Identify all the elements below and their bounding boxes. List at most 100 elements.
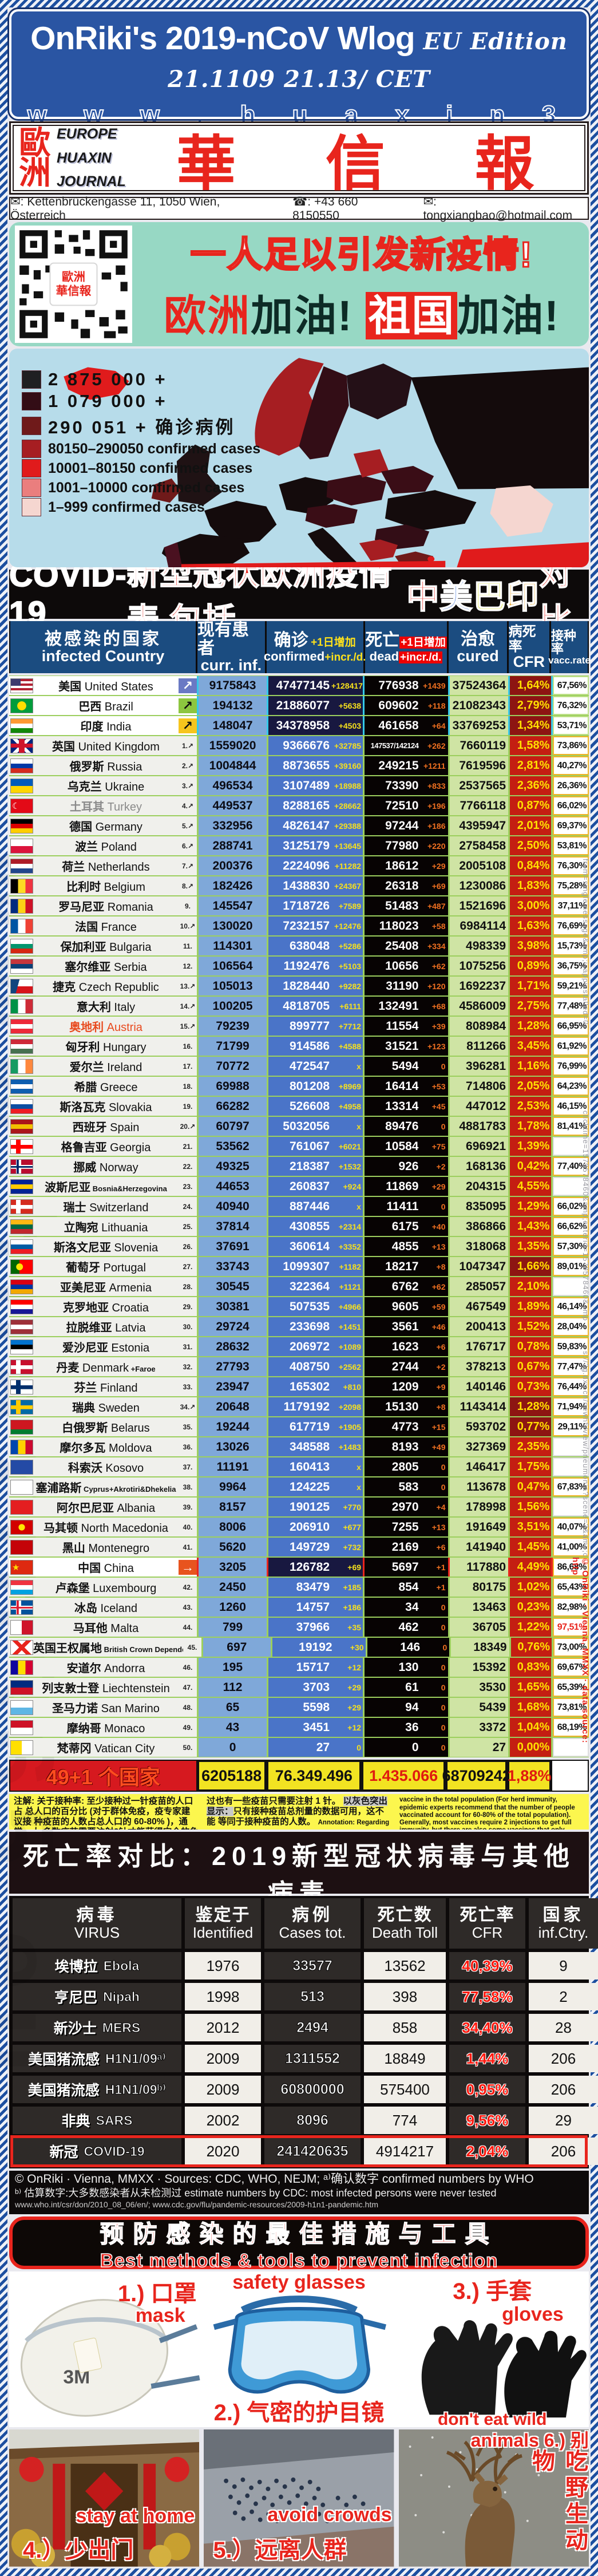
cfr-cell: 1,75%	[510, 1457, 552, 1477]
cfr-cell: 3,51%	[510, 1518, 552, 1537]
country-rank: 24.	[183, 1202, 193, 1211]
dead-daily-increase: 0	[441, 1462, 446, 1472]
confirmed-daily-increase: +9282	[338, 981, 362, 991]
virus-cases: 2494	[264, 2014, 361, 2042]
confirmed-cell: 526608 +4958	[268, 1097, 363, 1116]
virus-name: 埃博拉 Ebola	[13, 1952, 181, 1980]
confirmed-daily-increase: +30	[350, 1642, 364, 1652]
country-rank: 21.	[183, 1142, 193, 1151]
dead-cell: 36 0	[365, 1718, 448, 1737]
cfr-cell: 1,78%	[510, 1117, 552, 1136]
country-rank: 41.	[183, 1543, 193, 1551]
virus-row: 非典 SARS 2002 8096 774 9,56% 29	[13, 2107, 598, 2135]
country-cell: 马其顿 North Macedonia 40.	[9, 1518, 197, 1537]
mask-item: 1.) 口罩 mask 3M	[9, 2271, 203, 2427]
mask-label-cn: 1.) 口罩	[117, 2281, 197, 2307]
cured-cell: 396281	[449, 1057, 509, 1076]
avoid-crowds-photo: avoid crowds 5.）远离人群	[204, 2429, 394, 2567]
legend-label: 2 875 000 +	[48, 369, 168, 389]
current-infected-cell: 1559020	[198, 736, 267, 756]
dead-cell: 72510 +196	[365, 796, 448, 816]
current-infected-cell: 69988	[198, 1077, 267, 1096]
current-infected-cell: 37814	[198, 1217, 267, 1236]
header-banner: OnRiki's 2019-nCoV Wlog EU Edition 21.11…	[7, 7, 591, 158]
dead-cell: 9605 +59	[365, 1297, 448, 1317]
confirmed-cell: 3451 +12	[268, 1718, 363, 1737]
country-name: 圣马力诺 San Marino	[52, 1702, 160, 1716]
goggles-label-en: safety glasses	[232, 2271, 366, 2294]
country-cell: ☾ 土耳其 Turkey 4.↗	[9, 796, 197, 816]
country-name: 爱尔兰 Ireland	[69, 1061, 142, 1074]
dead-cell: 462 0	[365, 1618, 448, 1637]
cfr-cell: 0,76%	[510, 1638, 552, 1657]
dead-cell: 2744 +2	[365, 1357, 448, 1377]
virus-name: 美国猪流感 H1N1/09ᵃ⁾	[13, 2045, 181, 2073]
country-rank: 7.↗	[181, 862, 194, 870]
table-row: 波斯尼亚 Bosnia&Herzegovina 23. 44653 260837 +92…	[9, 1177, 589, 1196]
country-rank: 26.	[183, 1242, 193, 1251]
country-rank: 1.↗	[181, 741, 194, 750]
virus-name: 亨尼巴 Nipah	[13, 1983, 181, 2011]
country-cell: 荷兰 Netherlands 7.↗	[9, 856, 197, 876]
country-flag-icon	[10, 758, 33, 773]
confirmed-cell: 2224096 +11282	[268, 856, 363, 876]
table-row: 印度 India ↗ 148047 34378958 +4503 461658 +64 337…	[9, 716, 589, 736]
cfr-cell: 0,47%	[510, 1477, 552, 1497]
confirmed-daily-increase: +1483	[338, 1442, 362, 1452]
table-row: ☾ 土耳其 Turkey 4.↗ 449537 8288165 +28662 72510 +1…	[9, 796, 589, 816]
dead-daily-increase: +2	[436, 1161, 446, 1171]
dead-cell: 583 0	[365, 1477, 448, 1497]
country-name: 捷克 Czech Republic	[53, 981, 159, 994]
confirmed-daily-increase: +12	[347, 1662, 362, 1672]
table-row: 阿尔巴尼亚 Albania 39. 8157 190125 +770 2970 +4 1789…	[9, 1498, 589, 1517]
virus-identified: 2002	[185, 2107, 261, 2135]
country-cell: 圣马力诺 San Marino 48.	[9, 1698, 197, 1717]
dead-daily-increase: +4	[436, 1502, 446, 1512]
legend-swatch	[22, 416, 41, 435]
dead-daily-increase: +29	[431, 861, 446, 871]
virus-row: 美国猪流感 H1N1/09ᵇ⁾ 2009 60800000 575400 0,95% 206	[13, 2076, 598, 2104]
dead-cell: 1209 +9	[365, 1377, 448, 1397]
virus-deaths: 13562	[364, 1952, 446, 1980]
country-cell: 立陶宛 Lithuania 25.	[9, 1217, 197, 1236]
country-rank: 43.	[183, 1603, 193, 1611]
confirmed-cell: 260837 +924	[268, 1177, 363, 1196]
dead-daily-increase: +62	[431, 961, 446, 971]
covid-table-header: 被感染的国家 infected Country 现有患者 curr. inf. 确诊…	[9, 621, 591, 673]
virus-countries: 2	[529, 1983, 598, 2011]
confirmed-cell: 408750 +2562	[268, 1357, 363, 1377]
svg-text:華信報: 華信報	[56, 284, 92, 298]
confirmed-cell: 126782 +69	[268, 1558, 363, 1577]
current-infected-cell: 3205	[198, 1558, 267, 1577]
confirmed-cell: 507535 +4966	[268, 1297, 363, 1317]
country-rank: ↗	[178, 698, 197, 713]
country-flag-icon	[10, 858, 33, 874]
confirmed-cell: 1192476 +5103	[268, 957, 363, 976]
cured-cell: 327369	[449, 1437, 509, 1457]
country-name: 斯洛瓦克 Slovakia	[60, 1101, 152, 1115]
confirmed-daily-increase: +6021	[338, 1141, 362, 1151]
virus-identified: 2009	[185, 2045, 261, 2073]
dead-cell: 11411 0	[365, 1197, 448, 1216]
vaccination-rate-cell	[553, 1137, 589, 1156]
country-cell: 印度 India ↗	[9, 716, 197, 736]
vaccination-rate-cell: 29,11%	[553, 1417, 589, 1437]
current-infected-cell: 105013	[198, 977, 267, 996]
country-name: 比利时 Belgium	[66, 881, 145, 894]
cfr-cell: 2,05%	[510, 1077, 552, 1096]
current-infected-cell: 44653	[198, 1177, 267, 1196]
confirmed-cell: 34378958 +4503	[268, 716, 363, 736]
cfr-cell: 0,78%	[510, 1337, 552, 1357]
country-rank: 9.	[184, 902, 191, 910]
dead-daily-increase: +9	[436, 1382, 446, 1392]
cured-cell: 141940	[449, 1538, 509, 1557]
country-rank: 8.↗	[181, 882, 194, 890]
cfr-cell: 1,04%	[510, 1718, 552, 1737]
confirmed-cell: 124225 x	[268, 1477, 363, 1497]
note-col3: vaccine in the total population (For her…	[399, 1796, 584, 1830]
confirmed-cell: 430855 +2314	[268, 1217, 363, 1236]
current-infected-cell: 114301	[198, 937, 267, 956]
cured-cell: 7766118	[449, 796, 509, 816]
summary-dead: 1.435.066	[362, 1761, 445, 1791]
dead-cell: 5494 0	[365, 1057, 448, 1076]
